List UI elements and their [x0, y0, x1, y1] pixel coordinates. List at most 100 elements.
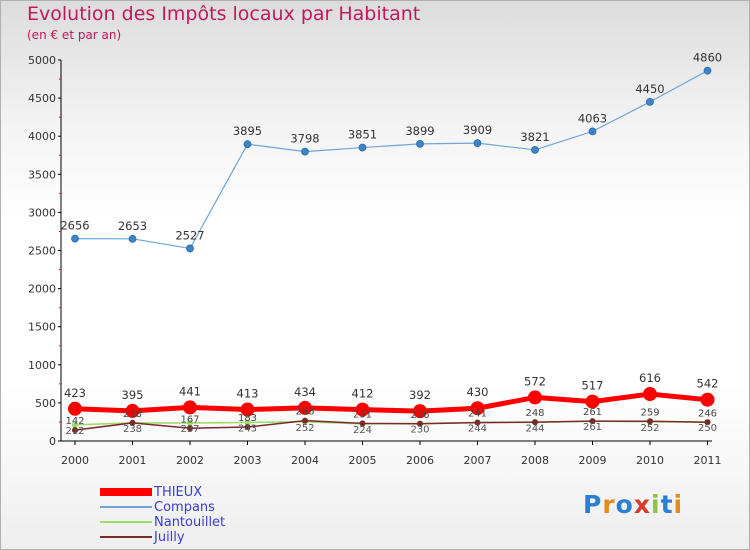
- data-label-compans: 4450: [635, 82, 664, 96]
- logo-letter: i: [673, 490, 684, 519]
- data-point-compans: [703, 66, 712, 75]
- data-point-thieux: [68, 401, 82, 416]
- data-label-nantouillet: 244: [468, 423, 487, 434]
- data-point-juilly: [589, 418, 596, 425]
- data-label-nantouillet: 252: [640, 423, 659, 434]
- series-layer: [68, 66, 715, 434]
- legend-swatch: [100, 521, 152, 523]
- x-tick-label: 2002: [176, 454, 204, 467]
- data-point-compans: [588, 127, 597, 136]
- data-point-thieux: [298, 400, 312, 415]
- y-tick-label: 3000: [28, 206, 56, 219]
- data-label-juilly: 248: [525, 408, 544, 419]
- data-point-thieux: [183, 400, 197, 415]
- data-point-juilly: [532, 419, 538, 426]
- data-labels-layer: 142 238 167 183 268 231 226 241 248 261 259 246 212 2…: [60, 51, 722, 437]
- data-point-juilly: [474, 419, 481, 426]
- data-label-thieux: 517: [582, 379, 604, 393]
- data-label-nantouillet: 238: [123, 424, 142, 435]
- data-label-juilly: 183: [238, 413, 257, 424]
- data-point-juilly: [647, 418, 653, 425]
- x-tick-label: 2004: [291, 454, 319, 467]
- data-label-nantouillet: 244: [525, 423, 544, 434]
- y-tick-label: 1500: [28, 321, 56, 334]
- data-label-thieux: 572: [524, 374, 546, 388]
- data-label-nantouillet: 243: [238, 423, 257, 434]
- logo-letter: P: [583, 490, 603, 519]
- legend-swatch: [100, 488, 152, 496]
- data-label-juilly: 241: [468, 409, 487, 420]
- data-label-compans: 2656: [60, 219, 89, 233]
- data-point-compans: [531, 145, 539, 154]
- data-label-thieux: 413: [237, 387, 259, 401]
- x-tick-label: 2010: [636, 454, 664, 467]
- x-tick-label: 2011: [694, 454, 722, 467]
- data-label-compans: 4860: [693, 51, 722, 65]
- logo-letter: x: [633, 490, 651, 519]
- data-label-juilly: 231: [353, 409, 372, 420]
- data-label-compans: 3909: [463, 123, 492, 137]
- data-point-thieux: [125, 403, 140, 418]
- data-point-nantouillet: [72, 421, 78, 428]
- data-label-compans: 2653: [118, 219, 147, 233]
- data-label-thieux: 395: [122, 388, 144, 402]
- data-label-juilly: 268: [295, 407, 314, 418]
- data-label-nantouillet: 224: [353, 425, 372, 436]
- data-label-thieux: 542: [697, 377, 719, 391]
- data-label-thieux: 430: [467, 385, 489, 399]
- y-tick-label: 500: [35, 397, 56, 410]
- data-point-nantouillet: [187, 419, 193, 426]
- data-label-thieux: 392: [409, 388, 431, 402]
- data-label-juilly: 246: [698, 408, 717, 419]
- data-label-thieux: 423: [64, 386, 86, 400]
- data-point-compans: [71, 234, 79, 243]
- x-tick-label: 2006: [406, 454, 434, 467]
- legend-swatch: [100, 536, 152, 538]
- y-tick-label: 0: [49, 435, 56, 448]
- data-point-juilly: [244, 424, 251, 431]
- series-line-compans: [74, 70, 709, 250]
- data-point-juilly: [359, 420, 366, 427]
- logo-letter: t: [660, 490, 674, 519]
- legend-label: Nantouillet: [154, 515, 226, 530]
- data-label-thieux: 412: [352, 387, 374, 401]
- data-point-juilly: [72, 427, 78, 434]
- data-point-compans: [128, 234, 137, 243]
- data-point-compans: [301, 147, 309, 156]
- y-tick-label: 3500: [28, 168, 56, 181]
- data-point-compans: [358, 143, 367, 152]
- data-point-juilly: [302, 417, 308, 424]
- y-tick-label: 2500: [28, 245, 56, 258]
- chart-subtitle: (en € et par an): [27, 28, 122, 42]
- y-tick-label: 4000: [28, 130, 56, 143]
- y-tick-label: 5000: [28, 54, 56, 67]
- legend-label: THIEUX: [154, 485, 203, 500]
- y-tick-label: 1000: [28, 359, 56, 372]
- legend-label: Juilly: [154, 530, 185, 545]
- data-point-juilly: [704, 419, 711, 426]
- x-tick-label: 2000: [61, 454, 89, 467]
- x-tick-label: 2008: [521, 454, 549, 467]
- x-tick-label: 2009: [579, 454, 607, 467]
- data-label-nantouillet: 237: [180, 424, 199, 435]
- x-tick-label: 2007: [464, 454, 492, 467]
- data-point-thieux: [355, 402, 370, 417]
- data-label-thieux: 616: [639, 371, 661, 385]
- x-tick-label: 2001: [119, 454, 147, 467]
- data-label-nantouillet: 250: [698, 423, 717, 434]
- data-label-compans: 2527: [175, 228, 204, 242]
- logo-letter: r: [602, 490, 616, 519]
- data-point-thieux: [470, 401, 485, 416]
- series-line-juilly: [74, 419, 709, 431]
- data-label-compans: 4063: [578, 111, 607, 125]
- data-label-thieux: 434: [294, 385, 316, 399]
- data-label-compans: 3895: [233, 124, 262, 138]
- data-point-juilly: [187, 425, 193, 432]
- logo-letter: o: [615, 490, 634, 519]
- chart-title: Evolution des Impôts locaux par Habitant: [27, 3, 421, 25]
- x-tick-label: 2003: [234, 454, 262, 467]
- data-point-compans: [473, 139, 482, 148]
- data-label-nantouillet: 230: [410, 424, 429, 435]
- legend-label: Compans: [154, 500, 215, 515]
